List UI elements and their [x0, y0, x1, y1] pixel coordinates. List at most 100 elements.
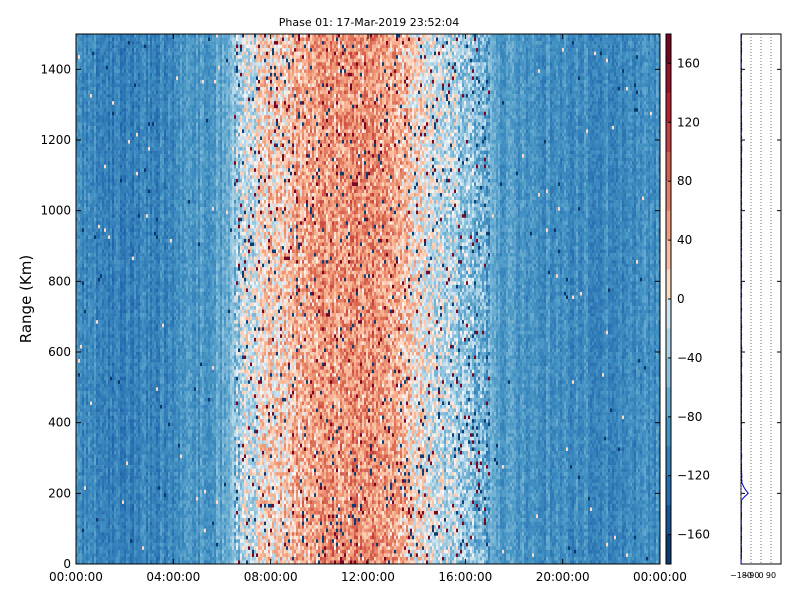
heatmap-cell	[110, 486, 112, 490]
heatmap-cell	[106, 345, 108, 349]
heatmap-cell	[98, 112, 100, 116]
heatmap-cell	[100, 444, 102, 448]
heatmap-cell	[92, 144, 94, 148]
heatmap-cell	[122, 122, 124, 126]
heatmap-cell	[112, 341, 114, 345]
heatmap-cell	[96, 260, 98, 264]
heatmap-cell	[124, 447, 126, 451]
heatmap-cell	[100, 246, 102, 250]
heatmap-cell	[78, 493, 80, 497]
heatmap-cell	[84, 59, 86, 63]
heatmap-cell	[120, 543, 122, 547]
heatmap-cell	[102, 105, 104, 109]
heatmap-cell	[120, 348, 122, 352]
heatmap-cell	[94, 179, 96, 183]
heatmap-cell	[88, 391, 90, 395]
heatmap-cell	[108, 384, 110, 388]
heatmap-cell	[120, 165, 122, 169]
heatmap-cell	[124, 179, 126, 183]
heatmap-cell	[116, 476, 118, 480]
heatmap-cell	[120, 189, 122, 193]
heatmap-cell	[100, 179, 102, 183]
heatmap-cell	[120, 387, 122, 391]
heatmap-cell	[112, 550, 114, 554]
heatmap-cell	[110, 126, 112, 130]
heatmap-cell	[86, 214, 88, 218]
heatmap-cell	[90, 126, 92, 130]
heatmap-cell	[112, 193, 114, 197]
heatmap-cell	[110, 416, 112, 420]
heatmap-cell	[80, 126, 82, 130]
heatmap-cell	[110, 363, 112, 367]
heatmap-cell	[110, 274, 112, 278]
heatmap-cell	[114, 440, 116, 444]
heatmap-cell	[100, 398, 102, 402]
heatmap-cell	[104, 511, 106, 515]
heatmap-cell	[124, 278, 126, 282]
heatmap-cell	[88, 306, 90, 310]
heatmap-cell	[96, 493, 98, 497]
heatmap-cell	[116, 154, 118, 158]
heatmap-cell	[112, 154, 114, 158]
heatmap-cell	[116, 507, 118, 511]
heatmap-cell	[102, 119, 104, 123]
heatmap-cell	[96, 348, 98, 352]
heatmap-cell	[98, 405, 100, 409]
heatmap-cell	[86, 341, 88, 345]
heatmap-cell	[120, 172, 122, 176]
heatmap-cell	[92, 232, 94, 236]
heatmap-cell	[94, 292, 96, 296]
heatmap-cell	[88, 274, 90, 278]
heatmap-cell	[116, 189, 118, 193]
heatmap-cell	[114, 211, 116, 215]
heatmap-cell	[118, 416, 120, 420]
heatmap-cell	[86, 211, 88, 215]
heatmap-cell	[96, 48, 98, 52]
heatmap-cell	[116, 345, 118, 349]
heatmap-cell	[118, 179, 120, 183]
heatmap-cell	[90, 235, 92, 239]
heatmap-cell	[78, 451, 80, 455]
heatmap-cell	[118, 437, 120, 441]
heatmap-cell	[86, 430, 88, 434]
heatmap-cell	[94, 401, 96, 405]
heatmap-cell	[116, 193, 118, 197]
heatmap-cell	[120, 218, 122, 222]
heatmap-cell	[90, 398, 92, 402]
heatmap-cell	[98, 469, 100, 473]
heatmap-cell	[100, 384, 102, 388]
heatmap-cell	[94, 278, 96, 282]
heatmap-cell	[98, 154, 100, 158]
heatmap-cell	[102, 462, 104, 466]
heatmap-cell	[90, 101, 92, 105]
heatmap-cell	[92, 412, 94, 416]
heatmap-cell	[94, 193, 96, 197]
heatmap-cell	[94, 359, 96, 363]
heatmap-cell	[110, 292, 112, 296]
heatmap-cell	[98, 444, 100, 448]
heatmap-cell	[124, 271, 126, 275]
heatmap-cell	[108, 242, 110, 246]
heatmap-cell	[108, 430, 110, 434]
heatmap-cell	[122, 504, 124, 508]
heatmap-cell	[92, 377, 94, 381]
heatmap-cell	[82, 218, 84, 222]
heatmap-cell	[118, 112, 120, 116]
heatmap-cell	[106, 225, 108, 229]
heatmap-cell	[78, 129, 80, 133]
heatmap-cell	[120, 405, 122, 409]
heatmap-cell	[118, 515, 120, 519]
heatmap-cell	[82, 144, 84, 148]
heatmap-cell	[80, 451, 82, 455]
heatmap-cell	[104, 352, 106, 356]
heatmap-cell	[110, 136, 112, 140]
heatmap-cell	[78, 391, 80, 395]
heatmap-cell	[122, 115, 124, 119]
heatmap-cell	[114, 469, 116, 473]
heatmap-cell	[108, 447, 110, 451]
heatmap-cell	[114, 168, 116, 172]
heatmap-cell	[94, 486, 96, 490]
heatmap-cell	[80, 384, 82, 388]
heatmap-cell	[98, 80, 100, 84]
heatmap-cell	[94, 462, 96, 466]
